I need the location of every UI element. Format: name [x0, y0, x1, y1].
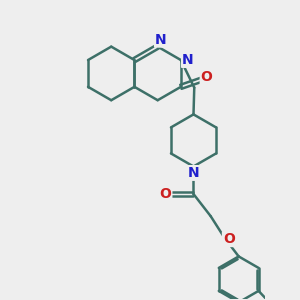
Text: O: O — [160, 187, 172, 201]
Text: N: N — [188, 166, 199, 180]
Text: N: N — [155, 33, 167, 47]
Text: O: O — [201, 70, 212, 84]
Text: O: O — [223, 232, 235, 246]
Text: N: N — [182, 53, 194, 67]
